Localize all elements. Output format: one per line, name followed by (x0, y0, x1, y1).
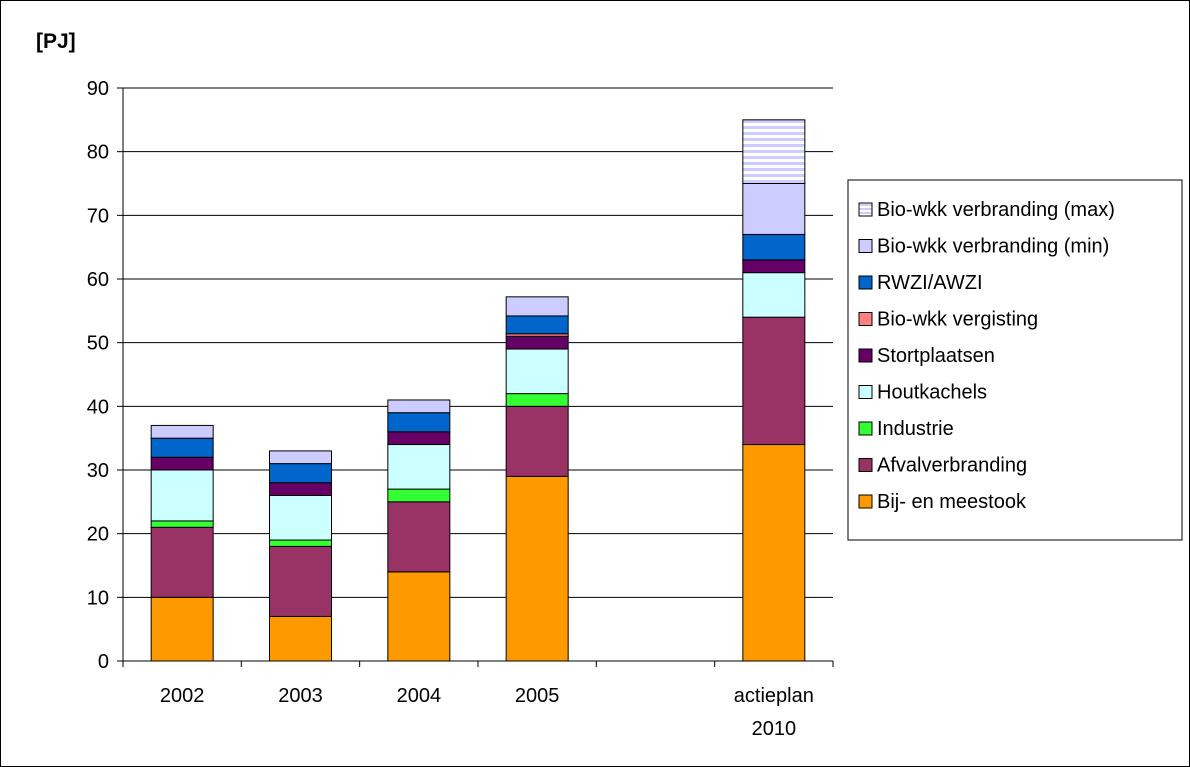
legend-swatch (858, 202, 873, 217)
bar-segment (269, 539, 332, 547)
bar-segment (505, 315, 569, 335)
y-axis-label: [PJ] (36, 30, 76, 53)
bar-segment (505, 335, 569, 350)
bar-segment (387, 444, 451, 490)
bar-segment (742, 444, 806, 662)
legend-label: Afvalverbranding (877, 455, 1027, 477)
bar-segment (269, 450, 332, 465)
bar-segment (505, 405, 569, 477)
y-tick-label: 10 (87, 587, 109, 609)
x-tick-label: 2003 (278, 685, 323, 707)
bar-segment (269, 615, 332, 662)
y-tick-label: 70 (87, 205, 109, 227)
bar-segment (505, 393, 569, 407)
y-tick-label: 80 (87, 142, 109, 164)
bar-segment (150, 437, 214, 458)
legend: Bio-wkk verbranding (max) Bio-wkk verbran… (847, 179, 1183, 541)
bar-segment (150, 596, 214, 662)
y-tick-label: 20 (87, 524, 109, 546)
legend-swatch (858, 312, 873, 326)
bar-segment (742, 259, 806, 274)
bar-segment (269, 494, 332, 541)
bar-segment (387, 431, 451, 446)
legend-swatch (858, 275, 873, 290)
legend-label: Bij- en meestook (877, 491, 1027, 513)
legend-label: Stortplaatsen (877, 345, 995, 367)
bars (150, 119, 806, 662)
x-tick-labels: 2002 2003 2004 2005 actieplan 2010 (160, 685, 814, 740)
x-tick-label: 2005 (515, 685, 560, 707)
bar-segment (150, 456, 214, 471)
bar-segment (387, 501, 451, 573)
legend-swatch (858, 494, 873, 509)
bar-segment (387, 488, 451, 503)
bar-segment (505, 475, 569, 662)
x-tick-label: 2004 (397, 685, 442, 707)
x-tick-label: actieplan (734, 685, 814, 707)
bar-segment (387, 412, 451, 433)
legend-swatch (858, 421, 873, 436)
axes (117, 87, 834, 667)
legend-label: Bio-wkk verbranding (min) (877, 236, 1109, 258)
bar-segment (150, 424, 214, 439)
legend-label: Industrie (877, 418, 954, 440)
legend-swatch (858, 458, 873, 472)
y-tick-labels: 0 10 20 30 40 50 60 70 80 90 (87, 78, 109, 673)
y-tick-label: 60 (87, 269, 109, 291)
bar-segment (742, 233, 806, 261)
bar-segment (742, 272, 806, 318)
gridlines (123, 87, 833, 598)
bar-segment (387, 571, 451, 662)
legend-label: Bio-wkk verbranding (max) (877, 199, 1115, 221)
y-tick-label: 90 (87, 78, 109, 100)
legend-swatch (858, 348, 873, 363)
legend-box (847, 179, 1183, 541)
y-tick-label: 30 (87, 460, 109, 482)
legend-label: Houtkachels (877, 382, 987, 404)
legend-label: Bio-wkk vergisting (877, 309, 1038, 331)
bar-segment (269, 463, 332, 484)
bar-segment (742, 183, 806, 235)
y-tick-label: 0 (98, 651, 109, 673)
bar-segment (505, 296, 569, 317)
x-tick-label: 2002 (160, 685, 205, 707)
bar-segment (269, 545, 332, 617)
legend-label: RWZI/AWZI (877, 272, 983, 294)
x-tick-label: 2010 (752, 718, 797, 740)
bar-segment (742, 119, 806, 185)
bar-segment (269, 482, 332, 496)
y-tick-label: 40 (87, 396, 109, 418)
y-tick-label: 50 (87, 333, 109, 355)
bar-segment (150, 520, 214, 528)
bar-segment (150, 469, 214, 522)
bar-segment (387, 399, 451, 414)
legend-swatch (858, 385, 873, 399)
legend-swatch (858, 239, 873, 253)
bar-segment (742, 316, 806, 446)
bar-segment (150, 526, 214, 598)
bar-segment (505, 348, 569, 395)
